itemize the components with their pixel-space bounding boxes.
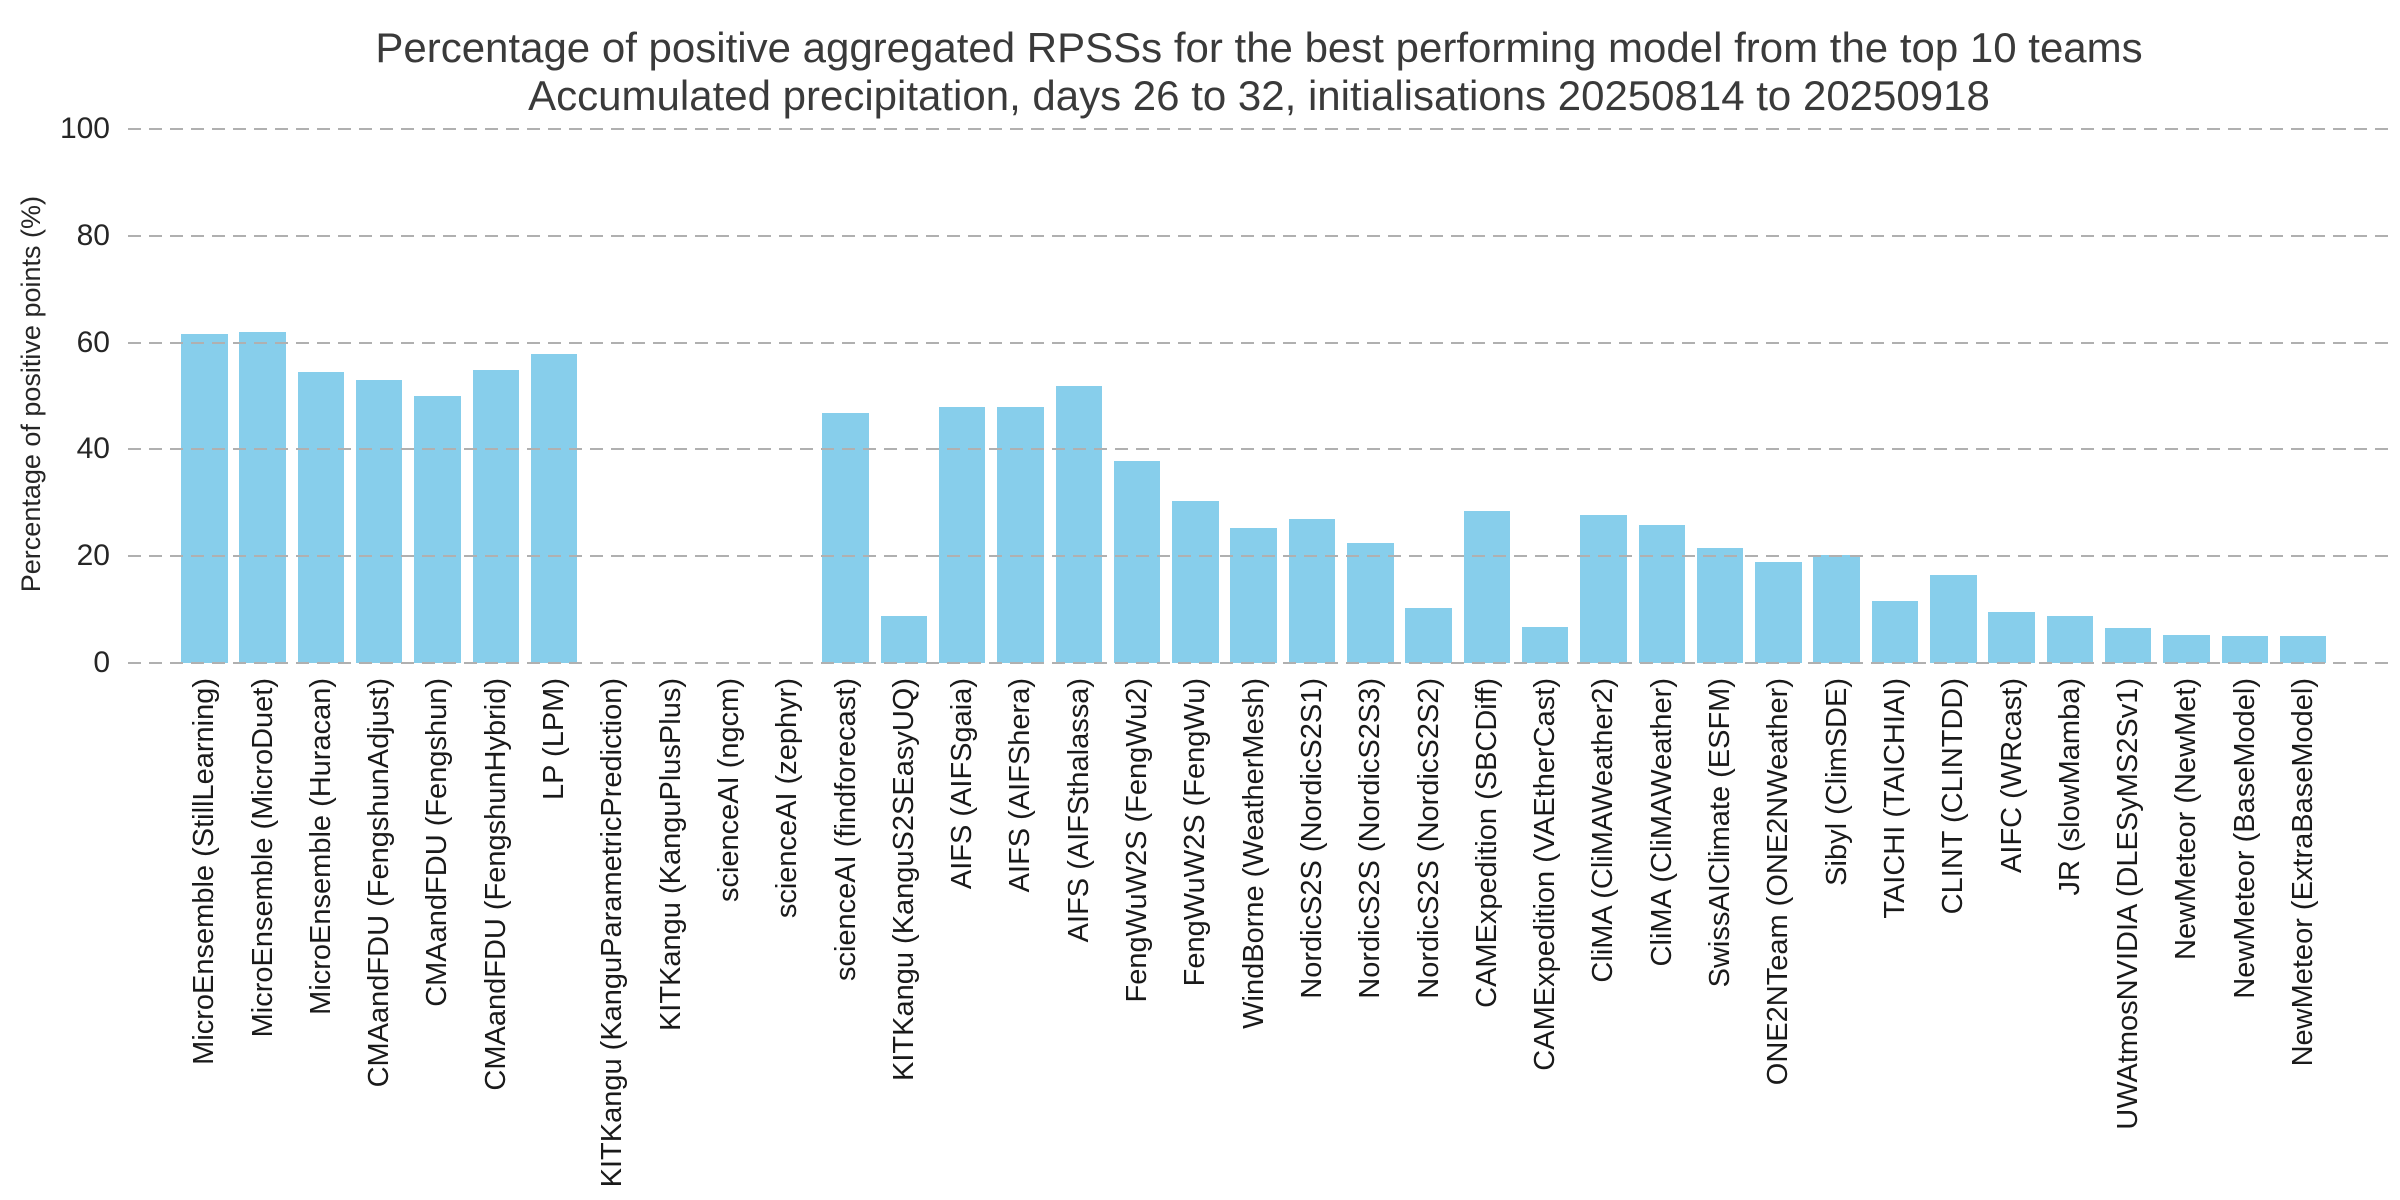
x-tick-label: NewMeteor (ExtraBaseModel): [2287, 678, 2320, 1067]
x-tick-label: UWAtmosNVIDIA (DLESyMS2Sv1): [2112, 678, 2145, 1130]
x-tick-label: NordicS2S (NordicS2S2): [1412, 678, 1445, 999]
x-tick-label: CliMA (CliMAWeather2): [1587, 678, 1620, 983]
x-tick-label: CMAandFDU (FengshunHybrid): [479, 678, 512, 1091]
gridline-y60: [128, 341, 2390, 344]
x-tick-label: MicroEnsemble (Huracan): [304, 678, 337, 1015]
y-tick-label-20: 20: [76, 539, 110, 573]
bar: [1930, 575, 1977, 663]
x-tick-label: NordicS2S (NordicS2S3): [1354, 678, 1387, 999]
bar: [1988, 611, 2035, 663]
x-tick-label: LP (LPM): [538, 678, 571, 800]
chart-title-block: Percentage of positive aggregated RPSSs …: [128, 24, 2390, 120]
x-tick-label: CliMA (CliMAWeather): [1645, 678, 1678, 967]
bar: [181, 333, 228, 663]
bar: [1871, 600, 1919, 663]
x-tick-label: FengWuW2S (FengWu): [1179, 678, 1212, 987]
bar: [1813, 554, 1860, 663]
bar: [239, 332, 286, 663]
chart-title: Percentage of positive aggregated RPSSs …: [375, 24, 2143, 71]
bar: [880, 616, 928, 663]
x-tick-label: AIFS (AIFShera): [1004, 678, 1037, 893]
bar: [1055, 386, 1102, 663]
bar: [414, 396, 461, 663]
x-tick-label: JR (slowMamba): [2053, 678, 2086, 896]
x-tick-label: MicroEnsemble (StillLearning): [188, 678, 221, 1065]
chart-subtitle: Accumulated precipitation, days 26 to 32…: [528, 72, 1990, 119]
x-tick-label: AIFC (WRcast): [1995, 678, 2028, 873]
bar: [822, 412, 869, 663]
x-tick-label: Sibyl (ClimSDE): [1820, 678, 1853, 886]
x-tick-label: CMAandFDU (Fengshun): [421, 678, 454, 1007]
y-tick-label-40: 40: [76, 432, 110, 466]
x-tick-label: CAMExpedition (SBCDiff): [1470, 678, 1503, 1008]
bar: [1463, 511, 1511, 663]
x-tick-label: CMAandFDU (FengshunAdjust): [363, 678, 396, 1088]
bar: [938, 406, 986, 663]
x-tick-label: KITKangu (KanguPlusPlus): [654, 678, 687, 1032]
x-tick-label: NordicS2S (NordicS2S1): [1295, 678, 1328, 999]
bar: [1347, 542, 1394, 663]
gridline-y20: [128, 555, 2390, 558]
bar: [1521, 626, 1569, 663]
x-tick-label: MicroEnsemble (MicroDuet): [246, 678, 279, 1038]
y-tick-label-60: 60: [76, 325, 110, 359]
bar: [1638, 525, 1685, 663]
bar: [297, 371, 345, 663]
x-tick-label: CAMExpedition (VAEtherCast): [1529, 678, 1562, 1071]
bar: [1230, 527, 1277, 663]
bar: [1696, 547, 1744, 663]
x-tick-label: NewMeteor (BaseModel): [2228, 678, 2261, 999]
x-tick-label: KITKangu (KanguS2SEasyUQ): [887, 678, 920, 1081]
bar: [997, 406, 1044, 663]
bar: [1113, 460, 1161, 663]
bar: [1172, 500, 1219, 663]
x-tick-label: KITKangu (KanguParametricPrediction): [596, 678, 629, 1188]
bar: [2104, 627, 2152, 663]
x-tick-label: CLINT (CLINTDD): [1937, 678, 1970, 915]
bar: [530, 354, 578, 663]
bar: [2046, 616, 2094, 663]
x-tick-label: ONE2NTeam (ONE2NWeather): [1762, 678, 1795, 1086]
bar: [355, 379, 403, 663]
x-tick-label: AIFS (AIFSthalassa): [1062, 678, 1095, 943]
y-tick-label-0: 0: [93, 646, 110, 679]
gridline-y100: [128, 128, 2390, 130]
x-tick-label: SwissAIClimate (ESFM): [1704, 678, 1737, 988]
bar: [2221, 636, 2268, 663]
y-axis-label: Percentage of positive points (%): [16, 196, 46, 593]
bar: [1405, 608, 1452, 663]
bar: [1580, 514, 1627, 663]
x-tick-label: NewMeteor (NewMet): [2170, 678, 2203, 960]
x-tick-label: scienceAI (zephyr): [771, 678, 804, 919]
plot-area: [128, 128, 2390, 664]
x-tick-label: AIFS (AIFSgaia): [946, 678, 979, 890]
y-tick-label-80: 80: [76, 218, 110, 252]
gridline-y0: [128, 662, 2390, 664]
x-tick-label: WindBorne (WeatherMesh): [1237, 678, 1270, 1029]
bar: [1755, 562, 1802, 663]
gridline-y80: [128, 234, 2390, 237]
bar: [472, 369, 519, 663]
x-tick-label: FengWuW2S (FengWu2): [1121, 678, 1154, 1003]
x-tick-label: scienceAI (findforecast): [829, 678, 862, 982]
bar: [1288, 519, 1336, 663]
bar: [2279, 635, 2327, 663]
gridline-y40: [128, 448, 2390, 451]
x-tick-label: scienceAI (ngcm): [712, 678, 745, 903]
y-tick-label-100: 100: [59, 112, 110, 145]
x-tick-label: TAICHI (TAICHIAI): [1878, 678, 1911, 919]
bar: [2163, 635, 2210, 663]
